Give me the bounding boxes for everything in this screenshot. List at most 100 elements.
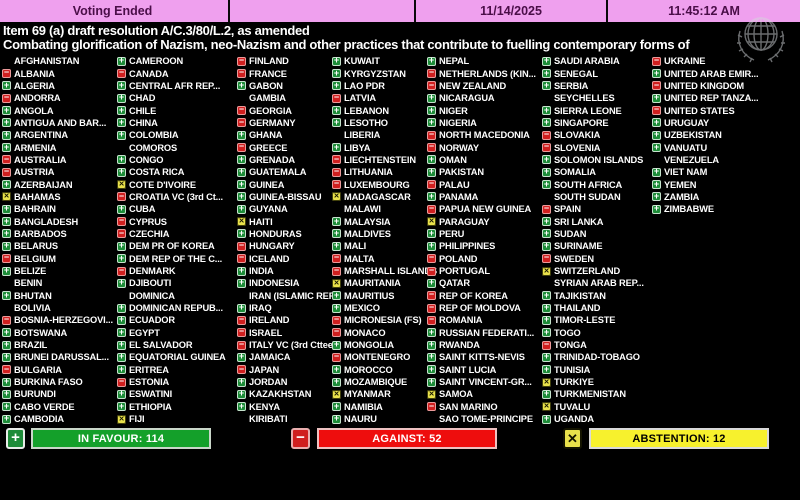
- in-favour-icon: [542, 414, 551, 424]
- country-name: MADAGASCAR: [344, 191, 411, 202]
- country-row: MOZAMBIQUE: [332, 376, 437, 388]
- country-name: IRAQ: [249, 303, 272, 314]
- country-row: REP OF KOREA: [427, 290, 536, 302]
- country-row: UNITED ARAB EMIR...: [652, 67, 759, 79]
- country-row: MICRONESIA (FS): [332, 314, 437, 326]
- country-name: UNITED STATES: [664, 105, 735, 116]
- country-name: BRAZIL: [14, 340, 48, 351]
- country-row: CROATIA VC (3rd Ct...: [117, 191, 226, 203]
- in-favour-icon: [2, 143, 11, 153]
- in-favour-icon: [332, 414, 341, 424]
- country-row: MONTENEGRO: [332, 351, 437, 363]
- country-name: REP OF KOREA: [439, 290, 508, 301]
- country-name: SAUDI ARABIA: [554, 56, 620, 67]
- country-name: ECUADOR: [129, 315, 175, 326]
- country-name: SWEDEN: [554, 253, 594, 264]
- country-name: EL SALVADOR: [129, 340, 193, 351]
- country-row: MEXICO: [332, 302, 437, 314]
- in-favour-icon: [542, 389, 551, 399]
- country-row: CHAD: [117, 92, 226, 104]
- country-name: THAILAND: [554, 303, 601, 314]
- country-row: DENMARK: [117, 265, 226, 277]
- country-name: BHUTAN: [14, 290, 52, 301]
- in-favour-icon: [427, 56, 436, 66]
- country-row: ANDORRA: [2, 92, 113, 104]
- in-favour-icon: [2, 130, 11, 140]
- in-favour-icon: [117, 118, 126, 128]
- country-name: ISRAEL: [249, 327, 283, 338]
- country-name: DOMINICA: [129, 290, 175, 301]
- country-name: BOLIVIA: [14, 303, 51, 314]
- country-row: EQUATORIAL GUINEA: [117, 351, 226, 363]
- country-row: ERITREA: [117, 364, 226, 376]
- country-row: SAINT VINCENT-GR...: [427, 376, 536, 388]
- country-row: DEM REP OF THE C...: [117, 253, 226, 265]
- country-row: GRENADA: [237, 154, 341, 166]
- resolution-title: Item 69 (a) draft resolution A/C.3/80/L.…: [3, 23, 310, 38]
- country-name: CROATIA VC (3rd Ct...: [129, 191, 223, 202]
- in-favour-icon: [237, 266, 246, 276]
- in-favour-icon: [542, 291, 551, 301]
- in-favour-icon: [427, 352, 436, 362]
- country-name: ALBANIA: [14, 68, 55, 79]
- country-name: VANUATU: [664, 142, 708, 153]
- country-name: CONGO: [129, 154, 164, 165]
- vote-grid: AFGHANISTANALBANIAALGERIA ANDORRAANGOLAAN…: [0, 55, 800, 426]
- country-name: DENMARK: [129, 266, 176, 277]
- country-row: LIECHTENSTEIN: [332, 154, 437, 166]
- country-row: SEYCHELLES: [542, 92, 644, 104]
- against-icon: [427, 266, 436, 276]
- country-name: COSTA RICA: [129, 167, 185, 178]
- country-row: JAPAN: [237, 364, 341, 376]
- against-icon: [652, 81, 661, 91]
- country-row: CANADA: [117, 67, 226, 79]
- country-name: MONACO: [344, 327, 386, 338]
- country-row: COLOMBIA: [117, 129, 226, 141]
- country-row: GREECE: [237, 141, 341, 153]
- vote-column: NEPALNETHERLANDS (KIN...NEW ZEALAND NICAR…: [427, 55, 536, 425]
- against-icon: [542, 143, 551, 153]
- against-icon: [332, 254, 341, 264]
- country-row: BHUTAN: [2, 290, 113, 302]
- in-favour-icon: [237, 377, 246, 387]
- in-favour-icon: [117, 328, 126, 338]
- in-favour-icon: [427, 229, 436, 239]
- abstention-icon: [332, 192, 341, 202]
- country-name: PORTUGAL: [439, 266, 490, 277]
- country-name: CENTRAL AFR REP...: [129, 80, 221, 91]
- country-name: SRI LANKA: [554, 216, 604, 227]
- country-row: HONDURAS: [237, 228, 341, 240]
- country-name: SERBIA: [554, 80, 589, 91]
- country-name: GERMANY: [249, 117, 296, 128]
- country-name: BENIN: [14, 278, 43, 289]
- country-row: MAURITANIA: [332, 277, 437, 289]
- country-name: CABO VERDE: [14, 401, 75, 412]
- country-name: ARGENTINA: [14, 130, 68, 141]
- abstention-icon: [427, 217, 436, 227]
- country-name: KENYA: [249, 401, 280, 412]
- country-name: INDONESIA: [249, 278, 300, 289]
- country-name: BELARUS: [14, 241, 58, 252]
- country-row: SWEDEN: [542, 253, 644, 265]
- country-name: SURINAME: [554, 241, 603, 252]
- country-row: ARGENTINA: [2, 129, 113, 141]
- country-name: RUSSIAN FEDERATI...: [439, 327, 535, 338]
- country-row: SENEGAL: [542, 67, 644, 79]
- in-favour-icon: [117, 315, 126, 325]
- abstention-icon: [542, 266, 551, 276]
- country-row: UZBEKISTAN: [652, 129, 758, 141]
- country-row: IRELAND: [237, 314, 341, 326]
- in-favour-icon: [117, 303, 126, 313]
- in-favour-icon: [2, 229, 11, 239]
- country-name: ZAMBIA: [664, 191, 700, 202]
- country-row: BRUNEI DARUSSAL...: [2, 351, 113, 363]
- in-favour-icon: [652, 93, 661, 103]
- against-icon: [2, 315, 11, 325]
- country-row: PARAGUAY: [427, 215, 536, 227]
- in-favour-icon: [332, 377, 341, 387]
- country-name: JAPAN: [249, 364, 280, 375]
- in-favour-icon: [542, 328, 551, 338]
- country-row: ARMENIA: [2, 141, 113, 153]
- country-row: ZIMBABWE: [652, 203, 758, 215]
